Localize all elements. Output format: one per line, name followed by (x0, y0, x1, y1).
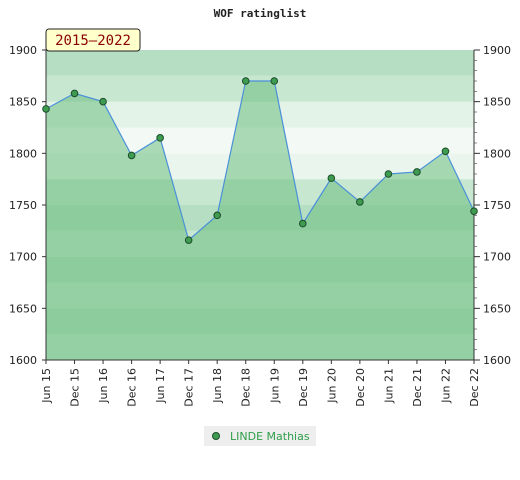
legend-marker (212, 432, 220, 440)
y-tick-label-left: 1600 (9, 354, 37, 367)
y-tick-label-right: 1600 (483, 354, 511, 367)
data-point (42, 105, 50, 113)
area-layer (45, 80, 475, 360)
band (46, 50, 474, 76)
x-tick-label: Jun 16 (97, 368, 110, 404)
x-tick-label: Jun 18 (211, 368, 224, 404)
data-point (299, 219, 307, 228)
data-point (327, 174, 336, 182)
x-tick-label: Jun 20 (325, 368, 338, 404)
x-tick-label: Jun 15 (40, 368, 53, 404)
x-tick-label: Dec 15 (69, 368, 82, 407)
legend-label: LINDE Mathias (230, 430, 310, 443)
data-point (413, 168, 421, 176)
x-tick-label: Jun 22 (439, 368, 452, 404)
axes: 1600 1600 1650 1650 1700 1700 1750 1750 1800 1800… (9, 44, 511, 407)
x-tick-label: Jun 21 (382, 368, 395, 404)
y-tick-label-left: 1850 (9, 96, 37, 109)
data-point (99, 97, 107, 106)
period-badge-text: 2015—2022 (55, 33, 131, 49)
y-tick-label-right: 1750 (483, 199, 511, 212)
data-point (241, 77, 250, 85)
period-badge: 2015—2022 (45, 28, 141, 52)
data-point (156, 134, 164, 142)
data-point (127, 151, 136, 160)
chart-title: WOF ratinglist (214, 7, 307, 20)
data-point (184, 236, 193, 244)
y-tick-label-right: 1850 (483, 96, 511, 109)
x-tick-label: Dec 18 (240, 368, 253, 407)
data-point (441, 147, 450, 156)
data-point (470, 207, 478, 215)
x-tick-label: Jun 17 (154, 368, 167, 404)
y-tick-label-left: 1800 (9, 147, 37, 160)
series-area (46, 81, 474, 360)
y-tick-label-right: 1650 (483, 302, 511, 315)
x-tick-label: Dec 20 (354, 368, 367, 407)
data-point (270, 77, 279, 85)
y-tick-label-left: 1900 (9, 44, 37, 57)
data-point (213, 211, 221, 220)
x-tick-label: Dec 19 (297, 368, 310, 407)
y-tick-label-right: 1700 (483, 251, 511, 264)
y-tick-label-right: 1900 (483, 44, 511, 57)
y-tick-label-right: 1800 (483, 147, 511, 160)
x-tick-label: Dec 22 (468, 368, 481, 407)
x-tick-label: Dec 17 (183, 368, 196, 407)
y-tick-label-left: 1750 (9, 199, 37, 212)
y-tick-label-left: 1700 (9, 251, 37, 264)
data-point (356, 198, 364, 206)
legend[interactable]: LINDE Mathias (204, 426, 316, 446)
data-point (70, 89, 79, 98)
x-tick-label: Dec 16 (126, 368, 139, 407)
x-tick-label: Jun 19 (268, 368, 281, 404)
x-tick-label: Dec 21 (411, 368, 424, 407)
points-layer (42, 77, 478, 244)
data-point (384, 170, 393, 178)
series-line (45, 80, 475, 242)
y-tick-label-left: 1650 (9, 302, 37, 315)
